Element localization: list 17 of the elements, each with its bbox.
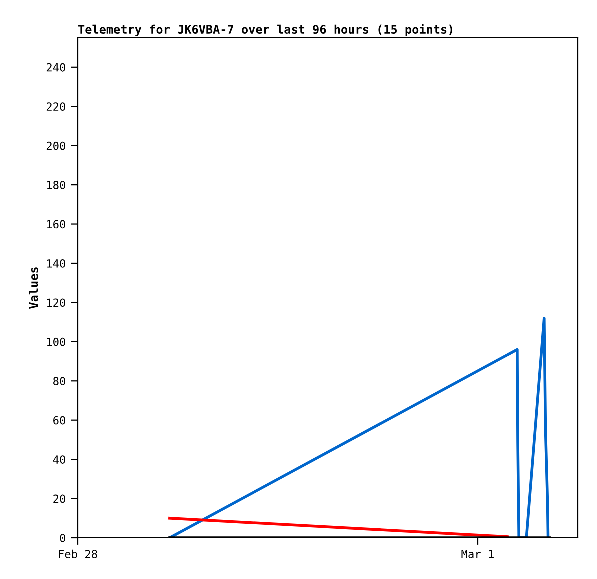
x-tick-label: Feb 28 — [59, 550, 98, 558]
y-tick-label: 0 — [60, 534, 66, 542]
y-tick-label: 20 — [54, 494, 66, 504]
y-tick-label: 140 — [47, 259, 66, 268]
chart-title: Telemetry for JK6VBA-7 over last 96 hours (15 points) — [78, 24, 452, 36]
x-tick-label: Mar 1 — [462, 550, 494, 558]
y-tick-label: 80 — [54, 377, 66, 386]
y-tick-label: 160 — [47, 220, 66, 229]
y-tick-label: 120 — [47, 298, 66, 308]
y-tick-label: 180 — [47, 181, 66, 190]
y-tick-label: 40 — [53, 456, 66, 464]
y-axis-title: Values — [29, 268, 38, 309]
y-tick-label: 200 — [46, 142, 66, 150]
y-tick-label: 240 — [46, 63, 66, 72]
y-tick-label: 100 — [47, 338, 66, 346]
y-tick-label: 220 — [46, 102, 66, 112]
y-tick-label: 60 — [54, 416, 66, 425]
